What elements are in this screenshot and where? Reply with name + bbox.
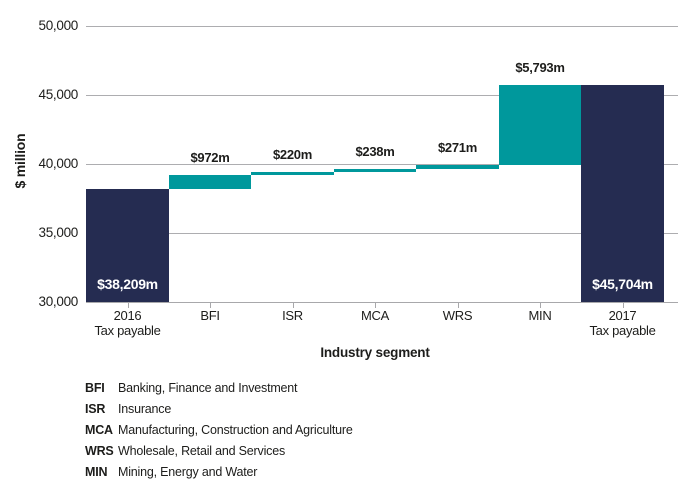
x-tick-label-line: MCA: [361, 308, 389, 323]
legend: BFI Banking, Finance and Investment ISR Ins…: [85, 378, 353, 483]
bar-2016-tax-payable: [86, 189, 169, 302]
y-tick-label: 40,000: [38, 156, 79, 171]
x-tick: [375, 303, 376, 308]
x-tick: [623, 303, 624, 308]
gridline: [86, 164, 678, 165]
x-tick-label-line: BFI: [200, 308, 220, 323]
x-tick: [458, 303, 459, 308]
legend-row-min: MIN Mining, Energy and Water: [85, 462, 353, 483]
value-label-wrs: $271m: [438, 140, 477, 155]
legend-row-isr: ISR Insurance: [85, 399, 353, 420]
bar-2017-tax-payable: [581, 85, 664, 302]
x-tick-label-line: WRS: [442, 308, 473, 323]
legend-abbr: MIN: [85, 465, 108, 479]
x-tick-label-line: ISR: [282, 308, 303, 323]
x-tick: [128, 303, 129, 308]
legend-row-mca: MCA Manufacturing, Construction and Agric…: [85, 420, 353, 441]
x-axis-title: Industry segment: [320, 345, 430, 360]
x-tick-label-line: MIN: [528, 308, 552, 323]
x-tick: [210, 303, 211, 308]
x-tick-label-isr: ISR: [248, 308, 338, 323]
gridline: [86, 233, 678, 234]
value-label-min: $5,793m: [515, 60, 565, 75]
x-tick-label-2016-tax-payable: 2016 Tax payable: [83, 308, 173, 338]
legend-description: Wholesale, Retail and Services: [118, 444, 285, 458]
value-label-2017-tax-payable: $45,704m: [592, 276, 653, 292]
legend-abbr: BFI: [85, 381, 105, 395]
legend-description: Manufacturing, Construction and Agricult…: [118, 423, 353, 437]
legend-description: Insurance: [118, 402, 172, 416]
y-tick-label: 35,000: [38, 225, 79, 240]
x-tick-label-bfi: BFI: [165, 308, 255, 323]
legend-description: Banking, Finance and Investment: [118, 381, 298, 395]
legend-description: Mining, Energy and Water: [118, 465, 258, 479]
x-tick-label-mca: MCA: [330, 308, 420, 323]
y-tick-label: 30,000: [38, 294, 79, 309]
legend-abbr: WRS: [85, 444, 114, 458]
bar-bfi: [169, 175, 251, 189]
bar-wrs: [416, 165, 499, 169]
x-tick: [293, 303, 294, 308]
legend-row-bfi: BFI Banking, Finance and Investment: [85, 378, 353, 399]
x-tick-label-min: MIN: [495, 308, 585, 323]
x-tick-label-wrs: WRS: [413, 308, 503, 323]
gridline: [86, 95, 678, 96]
y-tick-label: 45,000: [38, 87, 79, 102]
value-label-bfi: $972m: [190, 150, 230, 165]
x-tick-label-line: 2016: [113, 308, 142, 323]
legend-abbr: MCA: [85, 423, 113, 437]
x-tick-label-line: Tax payable: [589, 323, 656, 338]
legend-row-wrs: WRS Wholesale, Retail and Services: [85, 441, 353, 462]
legend-abbr: ISR: [85, 402, 106, 416]
x-tick-label-line: 2017: [608, 308, 637, 323]
value-label-isr: $220m: [273, 147, 312, 162]
y-tick-label: 50,000: [38, 18, 79, 33]
value-label-2016-tax-payable: $38,209m: [97, 276, 158, 292]
x-tick-label-2017-tax-payable: 2017 Tax payable: [578, 308, 668, 338]
value-label-mca: $238m: [355, 144, 395, 159]
bar-mca: [334, 169, 416, 172]
x-tick-label-line: Tax payable: [94, 323, 161, 338]
bar-isr: [251, 172, 334, 175]
gridline: [86, 26, 678, 27]
bar-min: [499, 85, 581, 165]
x-tick: [540, 303, 541, 308]
x-axis-line: [86, 302, 678, 303]
